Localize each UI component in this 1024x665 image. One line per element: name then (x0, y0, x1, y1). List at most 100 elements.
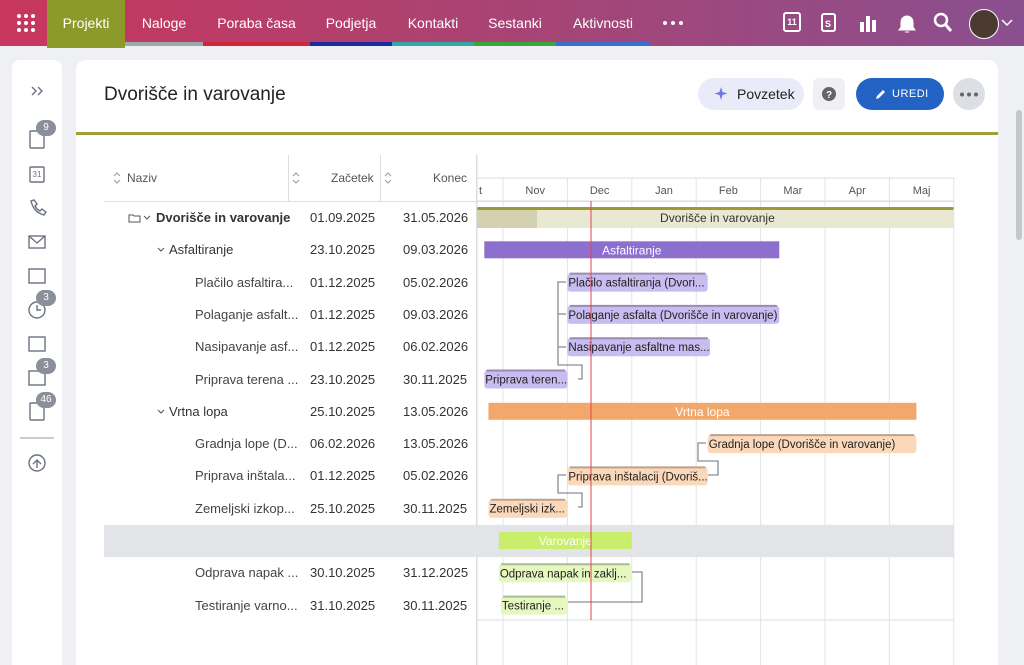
calendar-icon[interactable]: 11 (783, 12, 801, 32)
gantt-bar[interactable] (484, 241, 780, 259)
month-label: Feb (719, 185, 738, 197)
task-start: 23.10.2025 (310, 371, 376, 387)
badge: 3 (36, 358, 56, 374)
summary-button[interactable]: Povzetek (698, 78, 804, 110)
month-label: Nov (525, 185, 545, 197)
badge: 3 (36, 290, 56, 306)
gantt-bar[interactable] (707, 435, 917, 454)
task-start: 25.10.2025 (310, 403, 376, 419)
task-start: 01.12.2025 (310, 468, 376, 484)
top-nav: 11 S Projekti Naloge Poraba časa Podjetja Ko… (0, 0, 1024, 48)
task-end: 31.05.2026 (403, 210, 469, 225)
nav-item[interactable]: Projekti (62, 15, 110, 31)
expand-icon[interactable] (128, 213, 158, 223)
gantt-bar-top (490, 498, 566, 501)
nav-item[interactable]: Naloge (141, 15, 187, 31)
task-name: Dvorišče in varovanje (156, 210, 291, 225)
badge: 9 (36, 120, 56, 136)
nav-item[interactable]: Sestanki (488, 15, 542, 31)
expand-icon[interactable] (157, 407, 167, 417)
month-label: t (479, 185, 482, 197)
gantt-bar-top (500, 563, 630, 566)
task-end: 31.12.2025 (403, 565, 469, 581)
gantt-bar[interactable] (567, 467, 708, 486)
nav-item[interactable]: Poraba časa (217, 15, 296, 31)
sidebar-icons (20, 86, 54, 472)
nav-item[interactable]: Podjetja (325, 15, 377, 31)
gantt-bar[interactable] (567, 305, 780, 324)
gantt-bar[interactable] (567, 338, 710, 357)
gantt-bar-label: Gradnja lope (Dvorišče in varovanje) (709, 439, 896, 451)
task-start: 06.02.2026 (310, 436, 376, 452)
apps-icon[interactable] (16, 13, 36, 33)
more-icon[interactable] (662, 20, 684, 26)
gantt-bar[interactable] (488, 402, 917, 420)
month-label: Jan (655, 185, 673, 197)
edit-button[interactable]: UREDI (856, 78, 944, 110)
nav-item[interactable]: Aktivnosti (573, 15, 633, 31)
task-row[interactable]: Vrtna lopa 25.10.2025 13.05.2026 (104, 396, 954, 428)
task-row[interactable]: Dvorišče in varovanje 01.09.2025 31.05.202… (104, 202, 954, 234)
task-name: Zemeljski izkop... (195, 500, 295, 516)
task-row[interactable]: Zemeljski izkop... 25.10.2025 30.11.2025 (104, 493, 954, 525)
dependency-arrow (568, 571, 643, 603)
gantt-bar-label: Polaganje asfalta (Dvorišče in varovanje… (568, 310, 777, 322)
task-name: Priprava inštala... (195, 468, 296, 484)
column-header[interactable]: Konec (433, 171, 468, 185)
task-start: 01.12.2025 (310, 339, 376, 355)
gantt-bar-label: Dvorišče in varovanje (660, 211, 775, 225)
task-name: Plačilo asfaltira... (195, 274, 294, 290)
avatar-caret[interactable] (1001, 19, 1013, 27)
task-row[interactable]: Priprava inštala... 01.12.2025 05.02.2026 (104, 460, 954, 492)
gantt-bar-label: Zemeljski izk... (489, 504, 564, 516)
dependency-arrow (557, 474, 583, 508)
gantt-bar[interactable] (567, 273, 708, 292)
task-name: Priprava terena ... (195, 371, 299, 387)
gantt-bar-top (569, 304, 778, 307)
gantt-progress (477, 208, 537, 228)
scrollbar (1016, 110, 1022, 240)
month-label: Mar (783, 185, 802, 197)
gantt-bar[interactable] (488, 499, 568, 518)
calendar-day: 31 (32, 170, 42, 179)
task-row[interactable]: Asfaltiranje 23.10.2025 09.03.2026 (104, 234, 954, 266)
gantt-bar-label: Priprava teren... (485, 375, 567, 387)
summary-label: Povzetek (737, 86, 795, 102)
avatar[interactable] (969, 9, 999, 39)
task-name: Vrtna lopa (169, 403, 228, 419)
more-button[interactable] (953, 78, 985, 110)
task-name: Nasipavanje asf... (195, 339, 299, 355)
task-end: 06.02.2026 (403, 339, 469, 355)
month-label: Dec (590, 185, 610, 197)
task-name: Polaganje asfalt... (195, 306, 299, 322)
task-start: 31.10.2025 (310, 597, 376, 613)
nav-item[interactable]: Kontakti (407, 15, 459, 31)
gantt-bar-label: Asfaltiranje (602, 243, 662, 257)
gantt-bar-top (569, 272, 706, 275)
gantt-bar[interactable] (498, 532, 632, 549)
column-header[interactable]: Naziv (127, 171, 158, 185)
gantt-bar[interactable] (500, 596, 568, 615)
gantt-bar-top (502, 595, 566, 598)
active-tab-bg (47, 0, 125, 48)
svg-text:?: ? (826, 90, 832, 101)
task-start: 01.12.2025 (310, 274, 376, 290)
gantt-bar[interactable] (484, 370, 568, 389)
task-row[interactable]: Nasipavanje asf... 01.12.2025 06.02.2026 (104, 331, 954, 363)
task-row[interactable]: Polaganje asfalt... 01.12.2025 09.03.2026 (104, 299, 954, 331)
task-end: 09.03.2026 (403, 242, 469, 258)
column-header[interactable]: Začetek (331, 171, 374, 185)
task-row[interactable]: Odprava napak ... 30.10.2025 31.12.2025 (104, 557, 954, 589)
task-end: 13.05.2026 (403, 436, 469, 452)
task-name: Testiranje varno... (195, 597, 298, 613)
task-row[interactable]: Priprava terena ... 23.10.2025 30.11.2025 (104, 364, 954, 396)
help-button[interactable]: ? (813, 78, 845, 110)
task-row[interactable]: Testiranje varno... 31.10.2025 30.11.2025 (104, 590, 954, 622)
task-row[interactable]: Plačilo asfaltira... 01.12.2025 05.02.2026 (104, 267, 954, 299)
task-row[interactable]: Gradnja lope (D... 06.02.2026 13.05.2026 (104, 428, 954, 460)
gantt-bar[interactable] (498, 564, 632, 583)
dependency-arrow (557, 281, 583, 380)
expand-icon[interactable] (157, 245, 167, 255)
gantt-bar-label: Varovanje (539, 534, 592, 548)
